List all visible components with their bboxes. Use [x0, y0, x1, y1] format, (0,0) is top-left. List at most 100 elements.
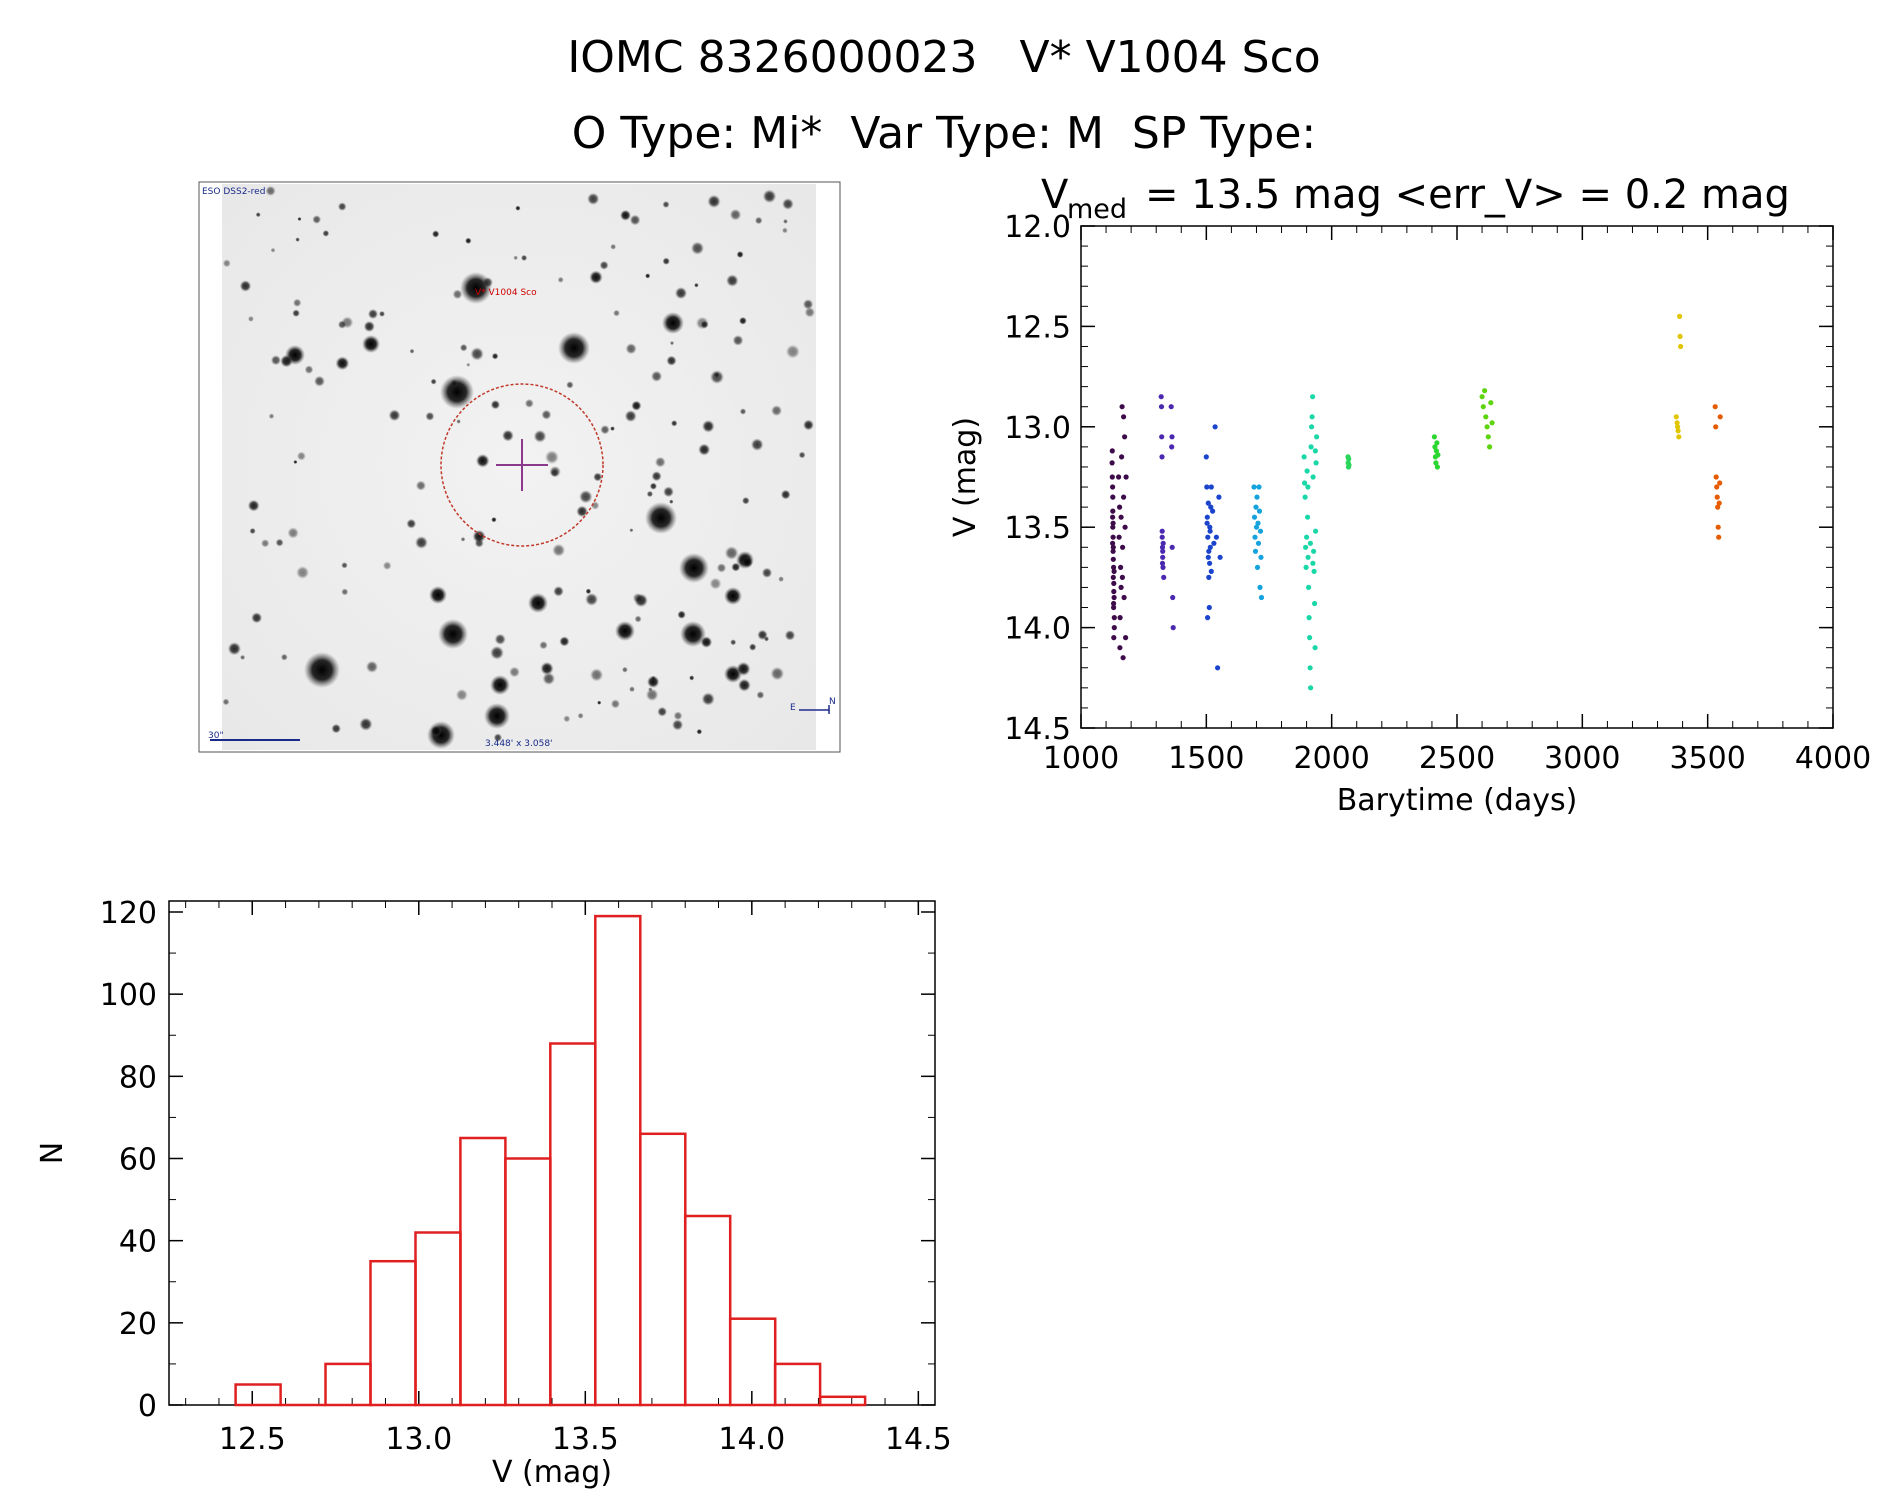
lc-point [1251, 484, 1257, 490]
lc-point [1306, 615, 1312, 621]
faint-star [804, 307, 815, 318]
lc-point [1487, 444, 1493, 450]
lc-point [1170, 594, 1176, 601]
faint-star [425, 411, 435, 421]
faint-star [600, 425, 610, 435]
faint-star [593, 472, 603, 482]
lc-point [1215, 665, 1221, 671]
lc-point [1216, 494, 1222, 500]
lc-point [1117, 645, 1123, 651]
faint-star [293, 298, 302, 307]
lc-point [1159, 560, 1166, 566]
lc-point [1257, 584, 1263, 591]
lc-point [1305, 484, 1311, 490]
faint-star [739, 408, 747, 415]
lc-ytick-label: 12.0 [1004, 210, 1071, 245]
lc-point [1431, 434, 1437, 440]
faint-star [544, 450, 559, 465]
lc-point [1204, 514, 1210, 520]
lc-point [1207, 528, 1213, 534]
faint-star [689, 675, 695, 681]
lc-point [1313, 460, 1319, 466]
hist-bar [414, 1231, 462, 1407]
lc-point [1253, 504, 1259, 510]
faint-star [730, 639, 737, 646]
faint-star [365, 660, 379, 673]
lc-point [1110, 514, 1116, 520]
lc-point [1111, 635, 1117, 641]
faint-star [367, 308, 379, 320]
lc-point [1169, 434, 1175, 440]
lc-point [1306, 584, 1312, 591]
faint-star [700, 636, 713, 648]
lc-point [1160, 548, 1166, 554]
faint-star [739, 316, 747, 325]
scale-label: 30" [208, 731, 224, 741]
faint-star [785, 344, 800, 359]
faint-star [533, 429, 547, 443]
lc-point [1211, 540, 1217, 546]
lc-point [1110, 548, 1116, 554]
lc-point [1308, 685, 1314, 691]
lc-point [1312, 600, 1318, 607]
lc-point [1111, 568, 1117, 575]
target-circle [440, 383, 604, 547]
faint-star [629, 686, 635, 693]
hist-bar [459, 1136, 507, 1407]
lc-point [1678, 343, 1684, 350]
lc-point [1110, 574, 1116, 581]
hist-bar [773, 1362, 822, 1407]
lc-point [1120, 655, 1126, 661]
hist-bar [728, 1317, 777, 1407]
lc-point [1311, 568, 1317, 575]
faint-star [382, 561, 392, 570]
lc-point [1208, 568, 1214, 575]
lc-point [1207, 544, 1213, 550]
lc-point [1307, 635, 1313, 641]
lc-point [1308, 444, 1314, 450]
faint-star [521, 254, 528, 261]
hist-ytick-label: 0 [138, 1389, 157, 1424]
hist-bar [549, 1042, 597, 1407]
lc-point [1205, 554, 1211, 560]
light-curve-title: V med = 13.5 mag <err_V> = 0.2 mag [1041, 172, 1790, 225]
faint-star [312, 215, 322, 224]
lc-point [1119, 574, 1125, 581]
faint-star [363, 320, 375, 333]
faint-star [756, 691, 765, 699]
fov-label: 3.448' x 3.058' [485, 739, 553, 749]
lc-point [1677, 333, 1683, 339]
light-curve-plot: V med = 13.5 mag <err_V> = 0.2 mag 1000 1… [948, 172, 1871, 818]
faint-star [620, 209, 631, 221]
faint-star [255, 212, 261, 218]
faint-star [341, 562, 348, 569]
lc-point [1206, 548, 1212, 554]
hist-bar [369, 1259, 417, 1407]
lc-point [1255, 520, 1261, 526]
faint-star [750, 438, 764, 451]
faint-star [770, 666, 785, 681]
faint-star [610, 243, 617, 250]
faint-star [502, 429, 514, 442]
lc-point [1488, 400, 1494, 406]
lc-point [1213, 534, 1219, 540]
faint-star [585, 588, 592, 595]
faint-star [490, 400, 501, 410]
hist-bar [818, 1395, 867, 1407]
faint-star [409, 348, 415, 354]
lc-point [1309, 424, 1315, 430]
lc-point [1203, 454, 1209, 460]
lc-point [1303, 564, 1309, 571]
lc-point [1483, 414, 1489, 420]
faint-star [625, 343, 637, 355]
faint-star [432, 230, 440, 238]
lc-point [1305, 514, 1311, 520]
faint-star [645, 273, 651, 279]
faint-star [539, 641, 548, 650]
lc-point [1168, 404, 1174, 410]
lc-xtick-label: 2000 [1293, 741, 1369, 776]
hist-bar [683, 1214, 732, 1407]
hist-bar [639, 1132, 687, 1407]
faint-star [732, 335, 744, 346]
hist-bar [594, 914, 642, 1407]
